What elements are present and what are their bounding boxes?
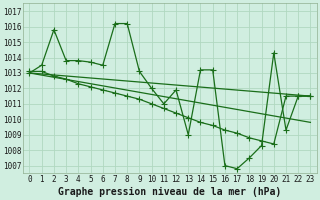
X-axis label: Graphe pression niveau de la mer (hPa): Graphe pression niveau de la mer (hPa)	[58, 186, 282, 197]
